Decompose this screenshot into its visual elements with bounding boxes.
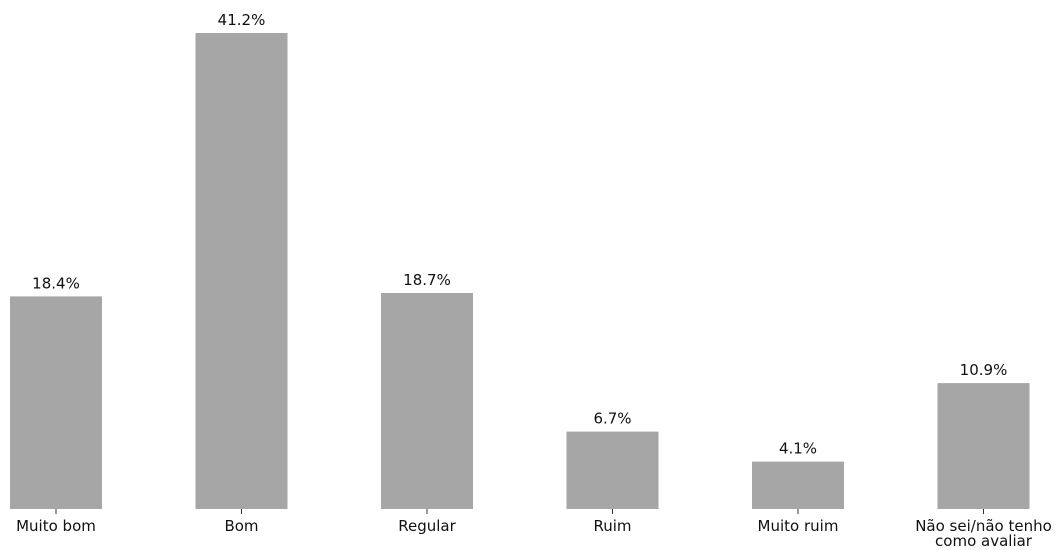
x-tick-label: Regular — [398, 517, 456, 535]
bar-value-label: 10.9% — [960, 361, 1008, 379]
x-tick-label: Muito ruim — [758, 517, 839, 535]
bars-group — [10, 33, 1030, 509]
bar — [195, 33, 288, 509]
bar — [752, 461, 844, 509]
value-labels-group: 18.4% 41.2% 18.7% 6.7% 4.1% 10.9% — [32, 11, 1007, 458]
bar-value-label: 18.7% — [403, 271, 451, 289]
x-tick-label: Muito bom — [16, 517, 96, 535]
bar — [10, 296, 102, 509]
x-tick-labels-group: Muito bom Bom Regular Ruim Muito ruim Não sei… — [16, 517, 1052, 550]
x-tick-label: Não sei/não tenho como avaliar — [915, 517, 1052, 550]
x-tick-label: Bom — [224, 517, 258, 535]
bar — [566, 431, 659, 509]
bar — [937, 383, 1030, 509]
bar-value-label: 4.1% — [779, 440, 817, 458]
bar-value-label: 41.2% — [218, 11, 266, 29]
x-tick-label: Ruim — [593, 517, 631, 535]
bar-value-label: 6.7% — [593, 410, 631, 428]
bar — [381, 293, 473, 509]
x-ticks-group — [55, 509, 984, 514]
bar-value-label: 18.4% — [32, 274, 80, 292]
